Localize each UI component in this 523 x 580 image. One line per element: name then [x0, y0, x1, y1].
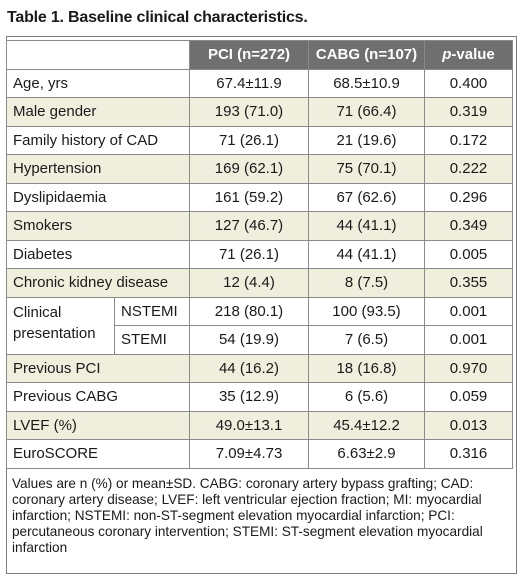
row-label: LVEF (%): [6, 410, 190, 440]
p-value: 0.059: [424, 382, 513, 412]
p-value: 0.316: [424, 439, 513, 469]
cabg-value: 6 (5.6): [308, 382, 425, 412]
p-value: 0.355: [424, 268, 513, 298]
header-pvalue: p-value: [424, 40, 513, 70]
clinical-presentation-label: Clinical presentation: [6, 296, 115, 355]
p-value: 0.970: [424, 353, 513, 383]
p-value: 0.005: [424, 239, 513, 269]
pci-value: 44 (16.2): [189, 353, 309, 383]
table-row: Previous CABG 35 (12.9) 6 (5.6) 0.059: [6, 382, 513, 412]
row-label: Previous PCI: [6, 353, 190, 383]
pci-value: 71 (26.1): [189, 125, 309, 155]
pci-value: 35 (12.9): [189, 382, 309, 412]
baseline-table: PCI (n=272) CABG (n=107) p-value Age, yr…: [6, 40, 513, 469]
table-row: Age, yrs 67.4±11.9 68.5±10.9 0.400: [6, 68, 513, 98]
pci-value: 71 (26.1): [189, 239, 309, 269]
p-value: 0.001: [424, 325, 513, 355]
cabg-value: 7 (6.5): [308, 325, 425, 355]
pci-value: 193 (71.0): [189, 97, 309, 127]
cabg-value: 8 (7.5): [308, 268, 425, 298]
cabg-value: 21 (19.6): [308, 125, 425, 155]
row-label: Smokers: [6, 211, 190, 241]
pci-value: 127 (46.7): [189, 211, 309, 241]
cabg-value: 75 (70.1): [308, 154, 425, 184]
pci-value: 169 (62.1): [189, 154, 309, 184]
table-row: Clinical presentation NSTEMI 218 (80.1) 100 …: [6, 296, 513, 355]
table-row: Chronic kidney disease 12 (4.4) 8 (7.5) 0.3…: [6, 268, 513, 298]
table-title: Table 1. Baseline clinical characteristi…: [7, 9, 308, 26]
header-row: PCI (n=272) CABG (n=107) p-value: [6, 40, 513, 70]
clinical-label-line2: presentation: [13, 324, 96, 342]
clinical-label-line1: Clinical: [13, 303, 62, 321]
header-cabg: CABG (n=107): [308, 40, 425, 70]
row-label: Diabetes: [6, 239, 190, 269]
pci-value: 12 (4.4): [189, 268, 309, 298]
pci-value: 49.0±13.1: [189, 410, 309, 440]
p-value: 0.222: [424, 154, 513, 184]
cabg-value: 44 (41.1): [308, 239, 425, 269]
row-label: Family history of CAD: [6, 125, 190, 155]
table-row: LVEF (%) 49.0±13.1 45.4±12.2 0.013: [6, 410, 513, 440]
table-row: Smokers 127 (46.7) 44 (41.1) 0.349: [6, 211, 513, 241]
p-value: 0.296: [424, 182, 513, 212]
table-row: Previous PCI 44 (16.2) 18 (16.8) 0.970: [6, 353, 513, 383]
p-value: 0.349: [424, 211, 513, 241]
table-row: Hypertension 169 (62.1) 75 (70.1) 0.222: [6, 154, 513, 184]
p-value: 0.400: [424, 68, 513, 98]
row-label: Chronic kidney disease: [6, 268, 190, 298]
table-row: Male gender 193 (71.0) 71 (66.4) 0.319: [6, 97, 513, 127]
row-label: Dyslipidaemia: [6, 182, 190, 212]
subrow-label: NSTEMI: [114, 296, 190, 326]
row-label: Age, yrs: [6, 68, 190, 98]
table-row: EuroSCORE 7.09±4.73 6.63±2.9 0.316: [6, 439, 513, 469]
cabg-value: 67 (62.6): [308, 182, 425, 212]
p-value: 0.172: [424, 125, 513, 155]
table-row: Diabetes 71 (26.1) 44 (41.1) 0.005: [6, 239, 513, 269]
pci-value: 161 (59.2): [189, 182, 309, 212]
p-value: 0.319: [424, 97, 513, 127]
table-row: Family history of CAD 71 (26.1) 21 (19.6) 0…: [6, 125, 513, 155]
pci-value: 218 (80.1): [189, 296, 309, 326]
cabg-value: 68.5±10.9: [308, 68, 425, 98]
cabg-value: 45.4±12.2: [308, 410, 425, 440]
cabg-value: 71 (66.4): [308, 97, 425, 127]
header-pci: PCI (n=272): [189, 40, 309, 70]
row-label: Hypertension: [6, 154, 190, 184]
row-label: Previous CABG: [6, 382, 190, 412]
pci-value: 67.4±11.9: [189, 68, 309, 98]
table-footnote: Values are n (%) or mean±SD. CABG: coron…: [12, 476, 483, 555]
subrow-label: STEMI: [114, 325, 190, 355]
table-row: STEMI 54 (19.9) 7 (6.5) 0.001: [7, 325, 513, 355]
row-label: Male gender: [6, 97, 190, 127]
cabg-value: 6.63±2.9: [308, 439, 425, 469]
cabg-value: 44 (41.1): [308, 211, 425, 241]
cabg-value: 100 (93.5): [308, 296, 425, 326]
p-value: 0.001: [424, 296, 513, 326]
row-label: EuroSCORE: [6, 439, 190, 469]
table-row: Dyslipidaemia 161 (59.2) 67 (62.6) 0.296: [6, 182, 513, 212]
pci-value: 7.09±4.73: [189, 439, 309, 469]
header-blank: [6, 40, 190, 70]
pci-value: 54 (19.9): [189, 325, 309, 355]
cabg-value: 18 (16.8): [308, 353, 425, 383]
p-value: 0.013: [424, 410, 513, 440]
